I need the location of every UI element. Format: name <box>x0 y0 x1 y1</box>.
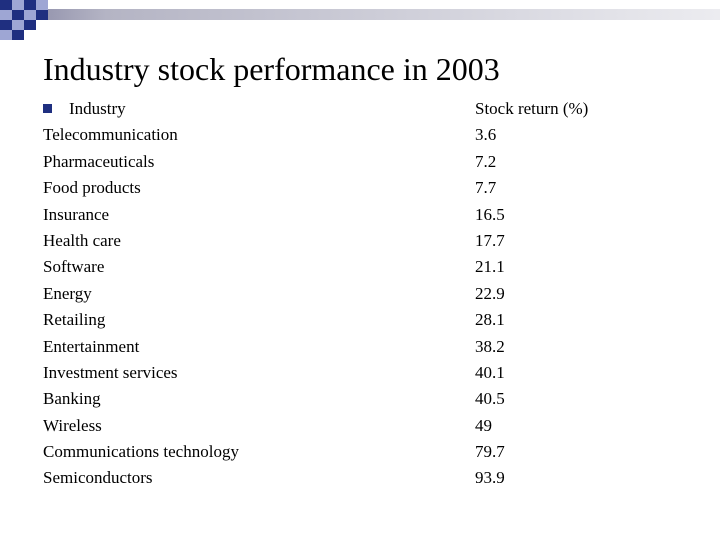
header-decoration <box>0 0 720 40</box>
industry-cell: Communications technology <box>43 442 239 462</box>
deco-square <box>0 10 12 20</box>
industry-cell: Retailing <box>43 310 106 330</box>
industry-cell: Investment services <box>43 362 178 382</box>
industry-cell: Wireless <box>43 415 102 435</box>
deco-square <box>0 0 12 10</box>
return-cell: 38.2 <box>475 336 505 356</box>
industry-cell: Health care <box>43 230 121 250</box>
industry-cell: Pharmaceuticals <box>43 151 155 171</box>
industry-cell: Telecommunication <box>43 125 178 145</box>
square-bullet-icon <box>43 104 52 113</box>
industry-cell: Banking <box>43 389 101 409</box>
deco-square <box>24 20 36 30</box>
industry-cell: Energy <box>43 283 92 303</box>
deco-square <box>12 10 24 20</box>
deco-square <box>36 0 48 10</box>
industry-cell: Entertainment <box>43 336 140 356</box>
deco-square <box>24 0 36 10</box>
deco-square <box>12 20 24 30</box>
industry-cell: Semiconductors <box>43 468 153 488</box>
return-cell: 40.1 <box>475 362 505 382</box>
industry-cell: Software <box>43 257 105 277</box>
return-column: Stock return (%) 3.6 7.2 7.7 16.5 17.7 2… <box>475 96 588 492</box>
return-cell: 22.9 <box>475 283 505 303</box>
return-cell: 7.2 <box>475 151 497 171</box>
industry-header: Industry <box>69 99 126 118</box>
return-cell: 7.7 <box>475 178 497 198</box>
deco-square <box>0 30 12 40</box>
return-cell: 40.5 <box>475 389 505 409</box>
industry-cell: Insurance <box>43 204 110 224</box>
return-cell: 21.1 <box>475 257 505 277</box>
deco-square <box>24 10 36 20</box>
return-cell: 49 <box>475 415 492 435</box>
industry-cell: Food products <box>43 178 141 198</box>
deco-square <box>12 0 24 10</box>
return-header: Stock return (%) <box>475 99 589 118</box>
deco-square <box>12 30 24 40</box>
industry-header-row: Industry <box>43 96 239 122</box>
header-stripe <box>22 9 720 20</box>
return-cell: 17.7 <box>475 230 505 250</box>
slide-title: Industry stock performance in 2003 <box>43 51 500 87</box>
return-cell: 79.7 <box>475 442 505 462</box>
return-cell: 3.6 <box>475 125 497 145</box>
industry-column: Industry Telecommunication Pharmaceutica… <box>43 96 239 492</box>
deco-square <box>0 20 12 30</box>
return-cell: 93.9 <box>475 468 505 488</box>
return-cell: 28.1 <box>475 310 505 330</box>
deco-square <box>36 10 48 20</box>
return-cell: 16.5 <box>475 204 505 224</box>
